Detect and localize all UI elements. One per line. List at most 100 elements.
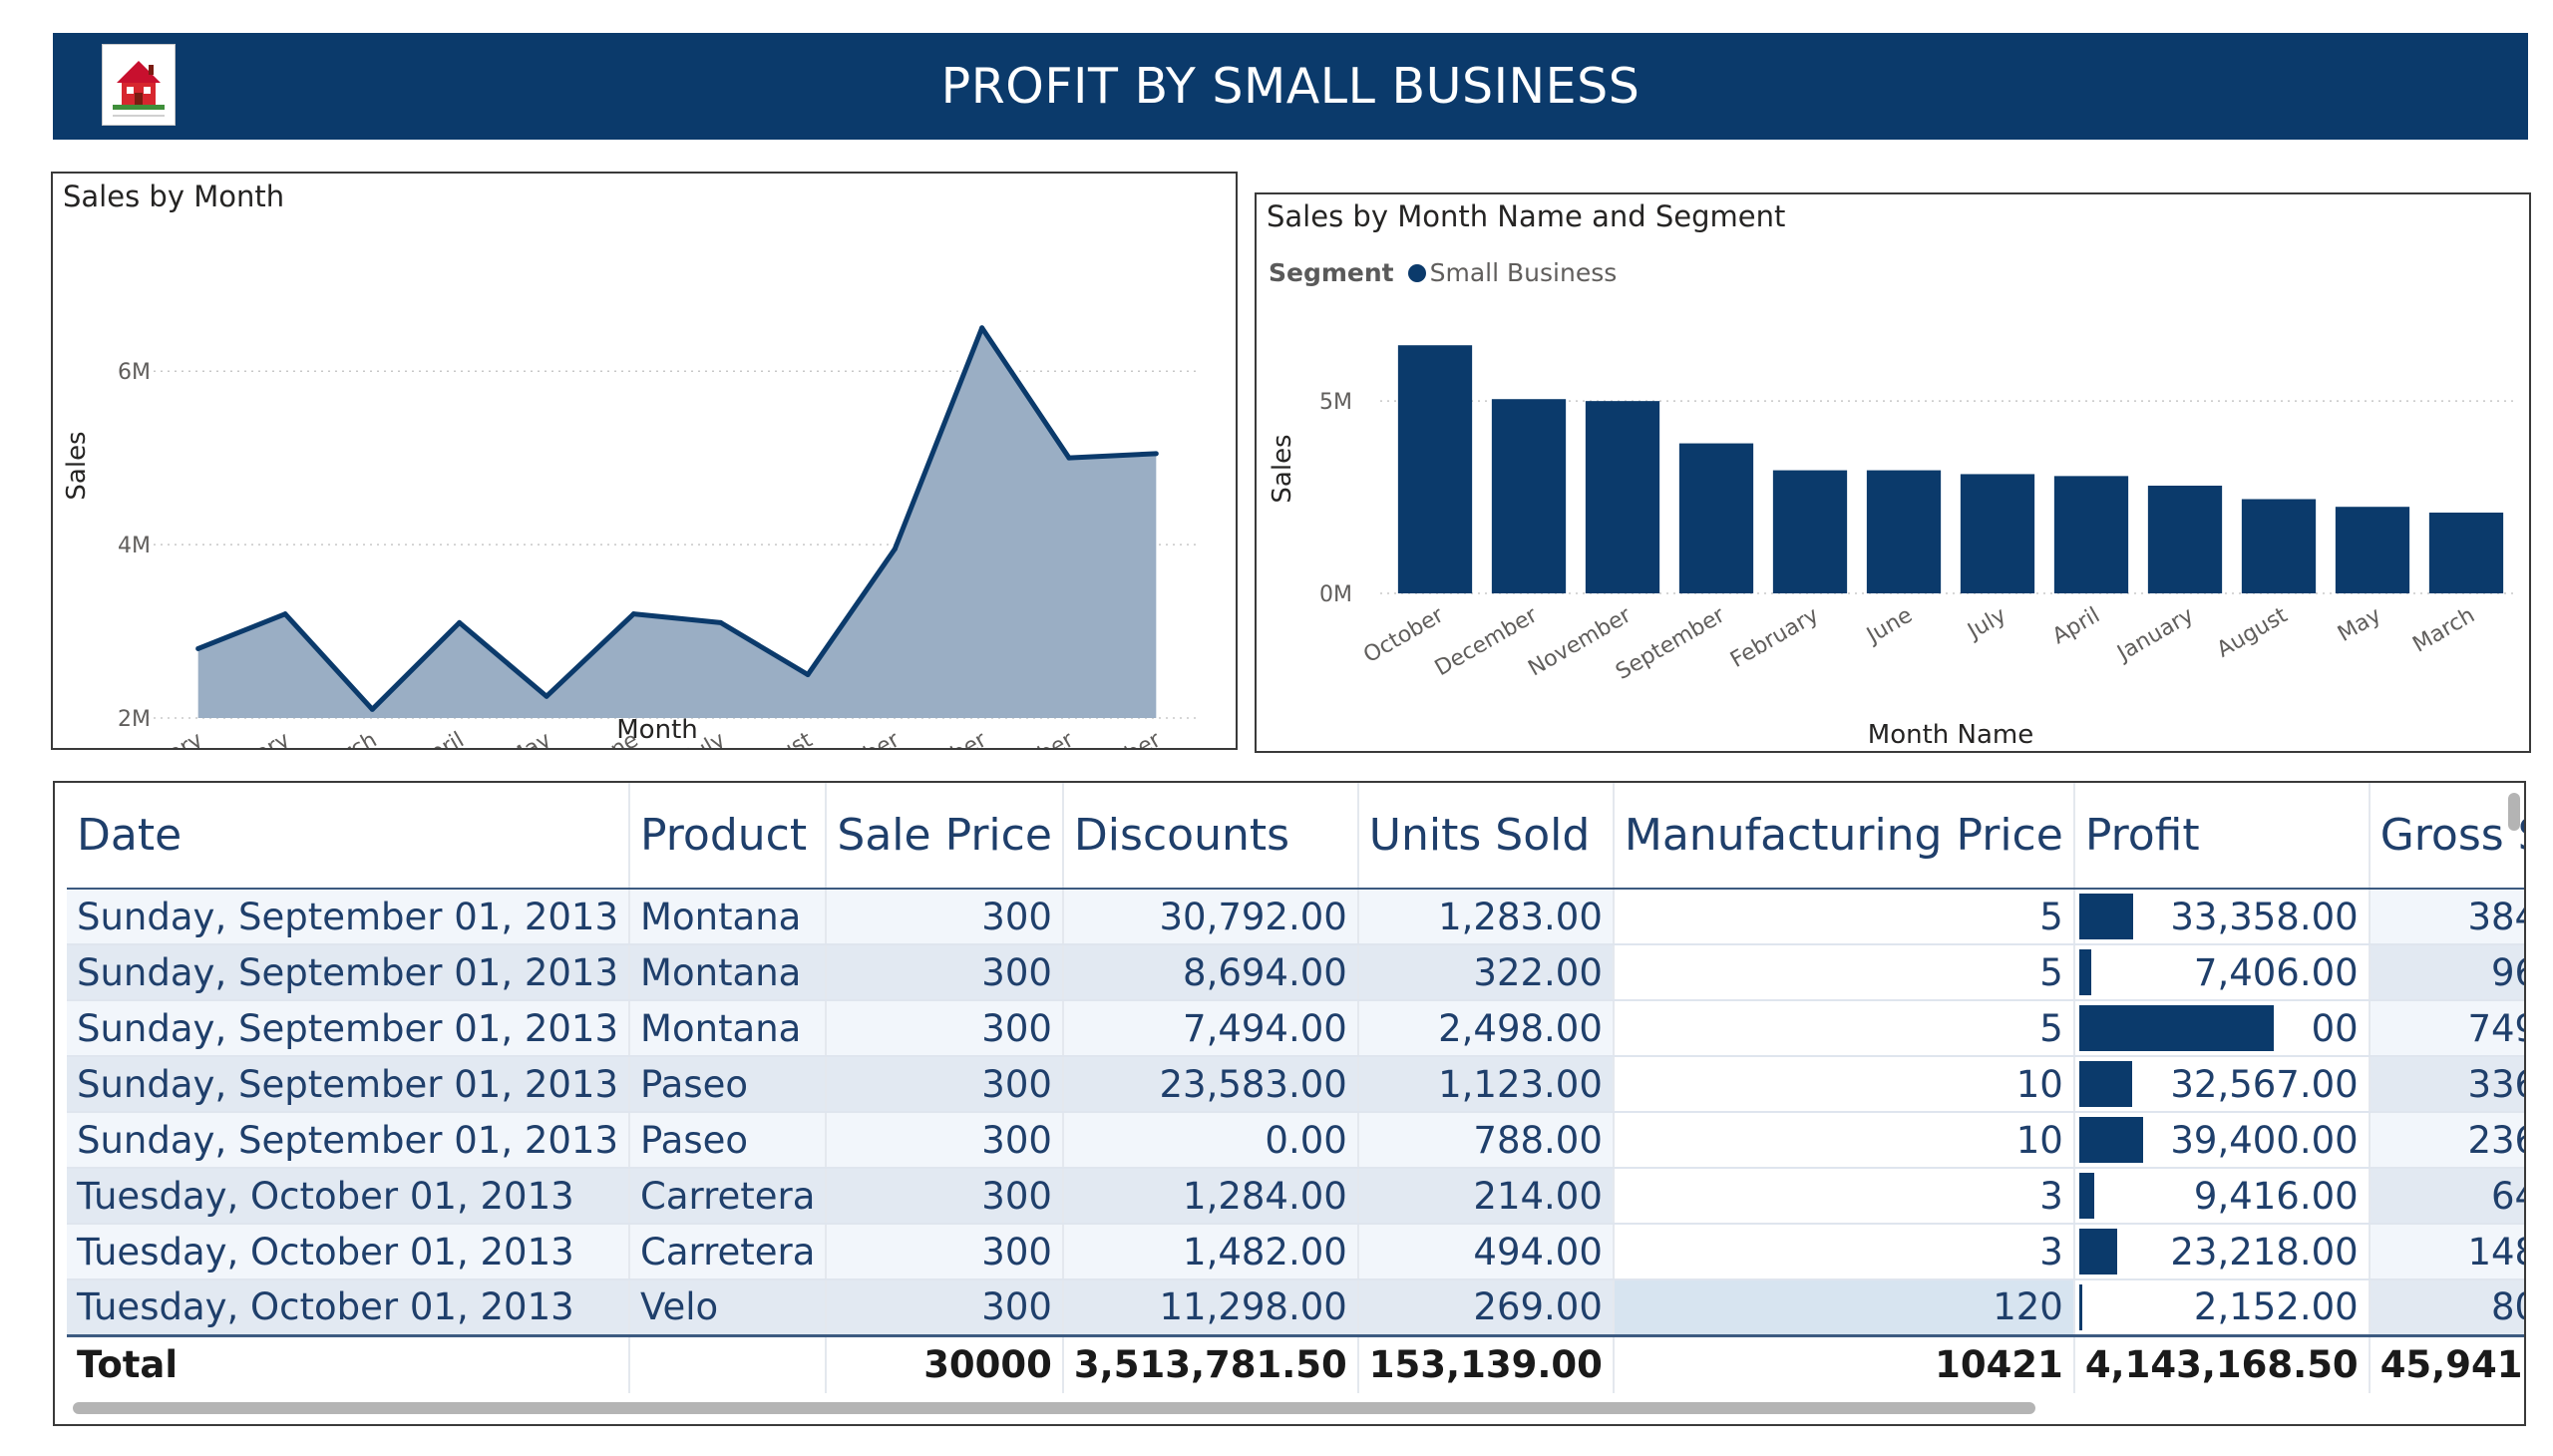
data-point bbox=[544, 693, 549, 699]
bar bbox=[1397, 345, 1473, 593]
column-header[interactable]: Manufacturing Price bbox=[1613, 783, 2075, 890]
x-tick-label: February bbox=[1726, 603, 1823, 673]
sales-table[interactable]: Date Product Sale Price Discounts Units Sold… bbox=[53, 781, 2526, 1426]
cell-units: 1,123.00 bbox=[1357, 1056, 1615, 1113]
legend-item[interactable]: Small Business bbox=[1429, 258, 1618, 287]
cell-units: 1,283.00 bbox=[1357, 889, 1615, 945]
cell-gross: 749,400.00 bbox=[2369, 1000, 2524, 1057]
profit-databar bbox=[2078, 1117, 2143, 1163]
series-line bbox=[196, 325, 1157, 712]
sales-by-month-segment-chart[interactable]: Sales by Month Name and Segment Segment S… bbox=[1255, 192, 2531, 753]
x-tick-label: April bbox=[413, 728, 469, 748]
data-point bbox=[369, 706, 375, 712]
column-header[interactable]: Gross Sales bbox=[2369, 783, 2524, 890]
column-header[interactable]: Product bbox=[629, 783, 828, 890]
data-point bbox=[805, 672, 811, 678]
cell-discounts: 1,284.00 bbox=[1062, 1168, 1359, 1225]
x-tick-label: December bbox=[1431, 602, 1543, 681]
page-title: PROFIT BY SMALL BUSINESS bbox=[940, 58, 1641, 115]
profit-value: 33,358.00 bbox=[2170, 895, 2359, 938]
cell-sale-price: 300 bbox=[826, 1224, 1064, 1280]
cell-product: Montana bbox=[629, 944, 828, 1001]
column-header[interactable]: Sale Price bbox=[826, 783, 1064, 890]
y-tick-label: 4M bbox=[118, 534, 151, 558]
table-row[interactable]: Sunday, September 01, 2013 Montana 300 7,49… bbox=[67, 1000, 2524, 1057]
cell-units: 788.00 bbox=[1357, 1112, 1615, 1169]
cell-product: Montana bbox=[629, 1000, 828, 1057]
x-axis-title: Month Name bbox=[1868, 720, 2033, 750]
cell-date: Sunday, September 01, 2013 bbox=[67, 1112, 631, 1169]
sales-by-month-chart[interactable]: Sales by Month 2M4M6MJanuaryFebruaryMarc… bbox=[51, 172, 1238, 750]
y-tick-label: 6M bbox=[118, 360, 151, 385]
report-header: PROFIT BY SMALL BUSINESS bbox=[53, 33, 2528, 140]
cell-date: Tuesday, October 01, 2013 bbox=[67, 1224, 631, 1280]
x-tick-label: March bbox=[2408, 603, 2479, 658]
cell-gross: 384,900.00 bbox=[2369, 889, 2524, 945]
bar bbox=[2053, 476, 2129, 593]
cell-discounts: 11,298.00 bbox=[1062, 1279, 1359, 1336]
column-header[interactable]: Profit bbox=[2073, 783, 2371, 890]
table-header-row: Date Product Sale Price Discounts Units Sold… bbox=[67, 783, 2524, 890]
bar bbox=[1678, 443, 1754, 593]
table-row[interactable]: Sunday, September 01, 2013 Paseo 300 23,583… bbox=[67, 1056, 2524, 1113]
cell-sale-price: 300 bbox=[826, 1056, 1064, 1113]
chart-legend: Segment Small Business bbox=[1269, 258, 1617, 287]
data-point bbox=[630, 611, 636, 617]
cell-product: Paseo bbox=[629, 1056, 828, 1113]
total-label: Total bbox=[67, 1333, 631, 1393]
cell-mfg: 3 bbox=[1613, 1224, 2075, 1280]
column-header[interactable]: Discounts bbox=[1062, 783, 1359, 890]
bar bbox=[1585, 401, 1660, 593]
cell-mfg: 10 bbox=[1613, 1056, 2075, 1113]
cell-profit: 23,218.00 bbox=[2073, 1224, 2371, 1280]
bar bbox=[2241, 499, 2317, 593]
table-row[interactable]: Sunday, September 01, 2013 Montana 300 30,7… bbox=[67, 889, 2524, 945]
cell-product: Montana bbox=[629, 889, 828, 945]
cell-gross: 80,700.00 bbox=[2369, 1279, 2524, 1336]
bar-chart-canvas: 0M5MOctoberDecemberNovemberSeptemberFebr… bbox=[1268, 345, 2513, 750]
x-tick-label: April bbox=[2048, 603, 2104, 650]
cell-product: Paseo bbox=[629, 1112, 828, 1169]
cell-units: 269.00 bbox=[1357, 1279, 1615, 1336]
cell-mfg: 5 bbox=[1613, 889, 2075, 945]
data-table: Date Product Sale Price Discounts Units Sold… bbox=[67, 783, 2524, 1393]
total-units: 153,139.00 bbox=[1357, 1333, 1615, 1393]
column-header[interactable]: Units Sold bbox=[1357, 783, 1615, 890]
y-tick-label: 2M bbox=[118, 707, 151, 732]
table-row[interactable]: Tuesday, October 01, 2013 Velo 300 11,298.0… bbox=[67, 1279, 2524, 1336]
table-row[interactable]: Tuesday, October 01, 2013 Carretera 300 1,2… bbox=[67, 1168, 2524, 1225]
cell-mfg: 120 bbox=[1613, 1279, 2075, 1336]
chart-title: Sales by Month bbox=[63, 180, 285, 213]
y-axis-title: Sales bbox=[62, 431, 92, 500]
cell-gross: 336,900.00 bbox=[2369, 1056, 2524, 1113]
profit-value: 9,416.00 bbox=[2193, 1174, 2359, 1218]
vertical-scrollbar[interactable] bbox=[2508, 793, 2520, 831]
cell-profit: 9,416.00 bbox=[2073, 1168, 2371, 1225]
table-row[interactable]: Sunday, September 01, 2013 Montana 300 8,69… bbox=[67, 944, 2524, 1001]
x-tick-label: May bbox=[504, 728, 555, 748]
cell-gross: 96,600.00 bbox=[2369, 944, 2524, 1001]
cell-gross: 236,400.00 bbox=[2369, 1112, 2524, 1169]
horizontal-scrollbar[interactable] bbox=[73, 1402, 2035, 1414]
profit-value: 32,567.00 bbox=[2170, 1062, 2359, 1106]
line-chart-canvas: 2M4M6MJanuaryFebruaryMarchAprilMayJuneJu… bbox=[62, 325, 1200, 748]
data-point bbox=[457, 619, 463, 625]
cell-discounts: 8,694.00 bbox=[1062, 944, 1359, 1001]
cell-units: 494.00 bbox=[1357, 1224, 1615, 1280]
cell-sale-price: 300 bbox=[826, 1000, 1064, 1057]
cell-profit: 33,358.00 bbox=[2073, 889, 2371, 945]
cell-discounts: 1,482.00 bbox=[1062, 1224, 1359, 1280]
table-row[interactable]: Tuesday, October 01, 2013 Carretera 300 1,4… bbox=[67, 1224, 2524, 1280]
bar bbox=[1960, 474, 2035, 593]
bar bbox=[2147, 486, 2223, 593]
total-mfg: 10421 bbox=[1613, 1333, 2075, 1393]
table-row[interactable]: Sunday, September 01, 2013 Paseo 300 0.00 78… bbox=[67, 1112, 2524, 1169]
column-header[interactable]: Date bbox=[67, 783, 631, 890]
total-row: Total 30000 3,513,781.50 153,139.00 10421 4,1… bbox=[67, 1333, 2524, 1393]
x-tick-label: August bbox=[738, 727, 817, 748]
data-point bbox=[1066, 455, 1072, 461]
cell-date: Tuesday, October 01, 2013 bbox=[67, 1279, 631, 1336]
total-sale-price: 30000 bbox=[826, 1333, 1064, 1393]
cell-mfg: 5 bbox=[1613, 944, 2075, 1001]
cell-gross: 148,200.00 bbox=[2369, 1224, 2524, 1280]
